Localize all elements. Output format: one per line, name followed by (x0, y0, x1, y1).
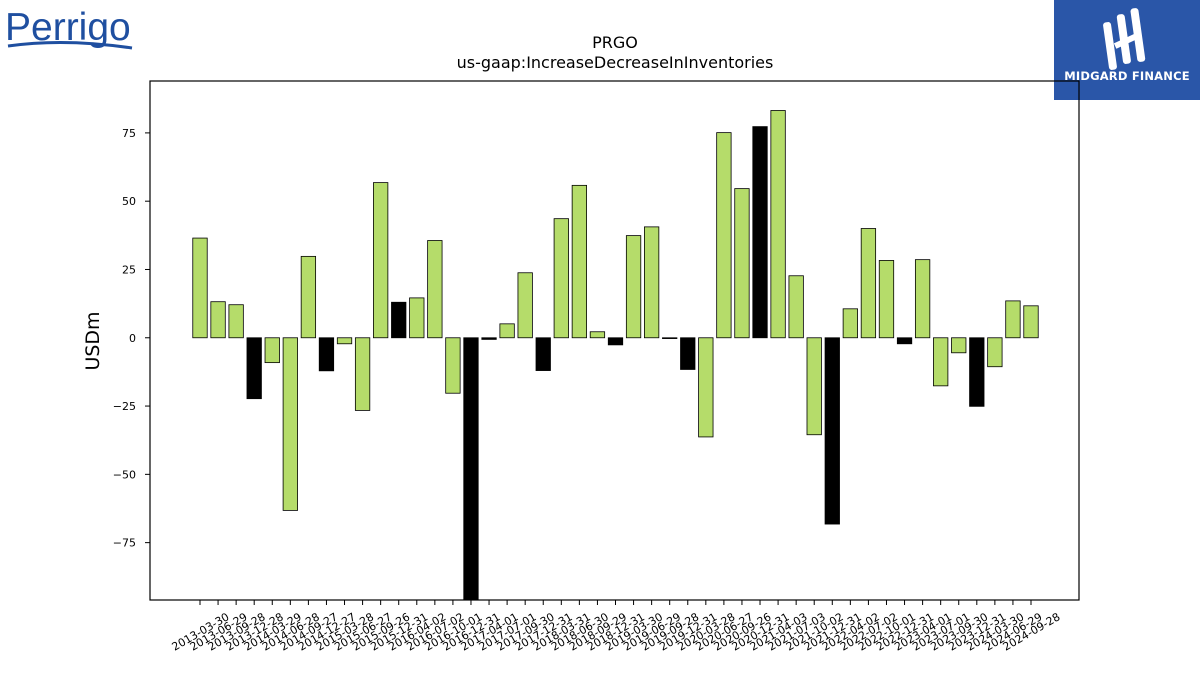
y-tick-label: 25 (122, 263, 136, 276)
plot-area-frame (149, 80, 1080, 601)
bar-2024-06-29 (1005, 300, 1021, 339)
bar-2017-12-31 (535, 337, 551, 371)
bar-2018-12-31 (607, 337, 624, 346)
midgard-logo-text: MIDGARD FINANCE (1064, 69, 1190, 83)
bar-2021-10-02 (806, 337, 822, 436)
bar-2019-06-29 (644, 226, 660, 339)
bar-2014-03-29 (264, 337, 280, 364)
bar-2015-06-27 (354, 337, 371, 411)
bar-2015-03-28 (336, 337, 353, 345)
bar-2015-12-31 (391, 301, 407, 339)
bar-2020-09-26 (734, 188, 750, 339)
bar-2023-04-01 (914, 259, 931, 339)
bar-2014-09-27 (300, 255, 317, 339)
bar-2024-09-28 (1023, 305, 1039, 339)
bar-2019-12-31 (680, 337, 696, 370)
bar-2017-04-01 (481, 337, 497, 340)
y-tick-label: 50 (122, 195, 136, 208)
bar-2013-03-30 (192, 237, 208, 339)
chart-subtitle: us-gaap:IncreaseDecreaseInInventories (457, 53, 774, 72)
perrigo-logo: Perrigo (4, 4, 139, 56)
bar-2022-12-31 (896, 337, 913, 345)
bar-2021-12-31 (824, 337, 840, 525)
bar-2023-12-31 (969, 337, 985, 407)
bar-2014-12-27 (318, 337, 335, 372)
bar-2014-06-28 (282, 337, 298, 511)
bar-2013-12-28 (246, 337, 262, 400)
y-tick-label: 75 (122, 127, 136, 140)
y-axis-label: USDm (82, 311, 104, 370)
bar-2016-07-02 (427, 240, 443, 339)
bar-2013-09-28 (228, 304, 244, 339)
bar-2022-07-02 (860, 228, 877, 339)
bar-2020-03-28 (698, 337, 714, 438)
bar-2024-03-30 (987, 337, 1003, 368)
midgard-logo-mark (1103, 8, 1146, 70)
bar-2019-09-28 (662, 337, 678, 339)
bar-2017-09-30 (517, 272, 533, 339)
bar-2018-03-31 (553, 218, 569, 339)
perrigo-logo-graphic: Perrigo (5, 6, 133, 50)
bar-2013-06-29 (210, 301, 226, 339)
bar-2022-04-02 (842, 308, 858, 339)
midgard-finance-logo: MIDGARD FINANCE (1054, 0, 1200, 100)
chart-title: PRGO (592, 33, 638, 52)
bar-2023-09-30 (951, 337, 967, 354)
logo-swoosh (7, 40, 133, 50)
bar-2018-06-30 (571, 184, 587, 339)
bar-2020-12-31 (752, 126, 768, 339)
bar-2021-07-03 (788, 275, 804, 339)
x-axis-ticks: 2013-03-302013-06-292013-09-282013-12-28… (170, 600, 1063, 654)
y-axis-ticks: −75 −50 −25 0 25 50 75 (113, 127, 150, 550)
bar-2016-10-01 (445, 337, 461, 394)
bar-2015-09-26 (373, 182, 389, 339)
bar-2020-06-27 (716, 132, 732, 339)
bar-2016-04-02 (409, 297, 425, 339)
y-tick-label: 0 (129, 332, 136, 345)
bar-2023-07-01 (933, 337, 949, 387)
bar-2017-07-01 (499, 323, 515, 339)
bars-group (192, 110, 1039, 601)
y-tick-label: −25 (113, 400, 136, 413)
bar-2022-10-01 (878, 260, 895, 339)
bar-2019-03-30 (625, 235, 642, 339)
bar-2018-09-29 (589, 331, 606, 339)
bar-2021-04-03 (770, 110, 786, 339)
y-tick-label: −75 (113, 537, 136, 550)
y-tick-label: −50 (113, 468, 136, 481)
bar-2016-12-31 (463, 337, 479, 601)
